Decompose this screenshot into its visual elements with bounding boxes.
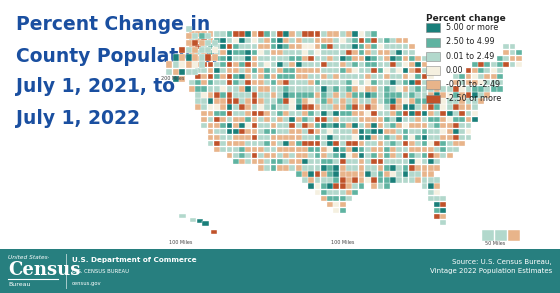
Text: Percent Change in: Percent Change in: [16, 16, 210, 35]
Bar: [186, 33, 192, 39]
Bar: [212, 40, 218, 46]
Bar: [172, 54, 179, 61]
Text: 2.50 to 4.99: 2.50 to 4.99: [446, 37, 494, 46]
Bar: [206, 47, 211, 53]
Text: 50 Miles: 50 Miles: [484, 241, 505, 246]
Bar: [426, 66, 440, 75]
Bar: [199, 47, 204, 53]
Bar: [197, 219, 203, 223]
Bar: [179, 214, 185, 218]
Bar: [192, 33, 198, 39]
Bar: [212, 47, 218, 53]
Bar: [186, 69, 192, 75]
Bar: [211, 230, 217, 234]
Bar: [426, 52, 440, 61]
Text: 0.00: 0.00: [446, 66, 463, 75]
Text: July 1, 2022: July 1, 2022: [16, 108, 140, 127]
Bar: [179, 47, 185, 53]
Bar: [426, 23, 440, 32]
Text: County Population:: County Population:: [16, 47, 218, 66]
Bar: [426, 80, 440, 89]
Bar: [212, 54, 218, 61]
Bar: [172, 62, 179, 68]
Text: -0.01 to -2.49: -0.01 to -2.49: [446, 80, 500, 89]
Bar: [186, 47, 192, 53]
Bar: [199, 54, 204, 61]
Bar: [172, 69, 179, 75]
Bar: [179, 54, 185, 61]
Text: 0.01 to 2.49: 0.01 to 2.49: [446, 52, 494, 61]
Text: U.S. Department of Commerce: U.S. Department of Commerce: [72, 257, 197, 263]
Bar: [179, 62, 185, 68]
Text: U.S. CENSUS BUREAU: U.S. CENSUS BUREAU: [72, 269, 129, 274]
Text: Bureau: Bureau: [8, 282, 30, 287]
Bar: [482, 230, 493, 241]
Text: July 1, 2021, to: July 1, 2021, to: [16, 78, 175, 96]
Bar: [206, 54, 211, 61]
Bar: [206, 40, 211, 46]
Bar: [186, 62, 192, 68]
Bar: [179, 69, 185, 75]
Bar: [190, 218, 196, 222]
Bar: [172, 76, 179, 82]
Bar: [186, 25, 192, 32]
Bar: [186, 40, 192, 46]
Bar: [206, 33, 211, 39]
Text: Source: U.S. Census Bureau,
Vintage 2022 Population Estimates: Source: U.S. Census Bureau, Vintage 2022…: [430, 259, 552, 274]
Text: Percent change: Percent change: [426, 14, 505, 23]
Bar: [166, 62, 172, 68]
Bar: [495, 230, 507, 241]
Bar: [192, 40, 198, 46]
Text: census.gov: census.gov: [72, 281, 101, 286]
Text: 100 Miles: 100 Miles: [331, 240, 354, 245]
Text: United States·: United States·: [8, 255, 49, 260]
Bar: [199, 62, 204, 68]
Text: Census: Census: [8, 261, 81, 279]
Bar: [192, 62, 198, 68]
Bar: [426, 38, 440, 47]
Text: -2.50 or more: -2.50 or more: [446, 94, 501, 103]
Text: 200 Miles: 200 Miles: [161, 76, 185, 81]
Bar: [202, 222, 209, 226]
Bar: [166, 69, 172, 75]
Bar: [508, 230, 520, 241]
Bar: [179, 76, 185, 82]
Bar: [186, 54, 192, 61]
Bar: [199, 40, 204, 46]
Bar: [199, 33, 204, 39]
Bar: [426, 95, 440, 103]
Bar: [192, 69, 198, 75]
Bar: [192, 54, 198, 61]
Text: 5.00 or more: 5.00 or more: [446, 23, 498, 32]
Bar: [0, 249, 560, 293]
Text: 100 Miles: 100 Miles: [169, 240, 192, 245]
Bar: [192, 47, 198, 53]
